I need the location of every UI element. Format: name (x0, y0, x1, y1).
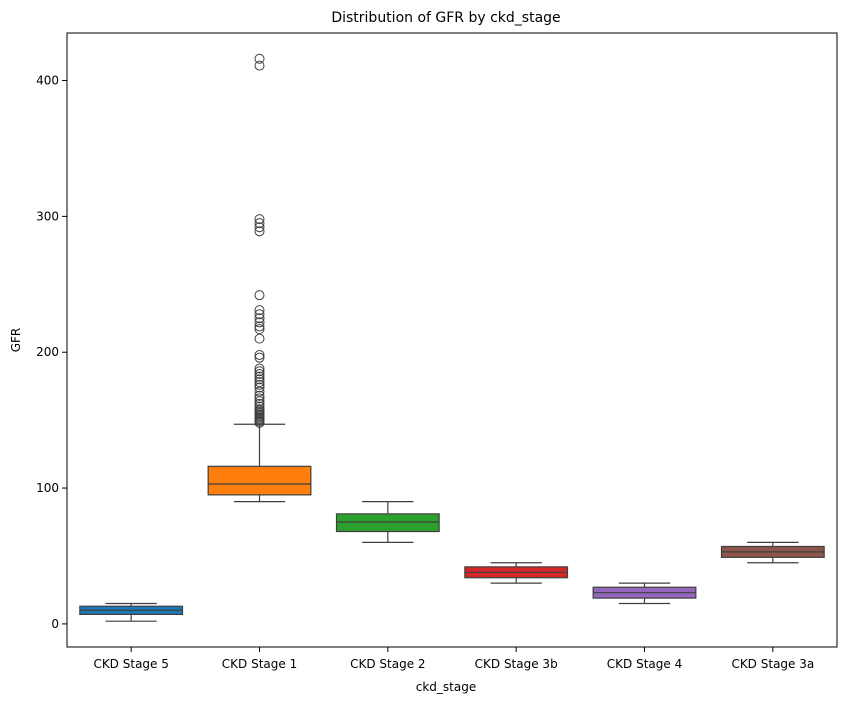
box-ckd-stage-1 (207, 465, 312, 496)
x-tick-label: CKD Stage 4 (607, 657, 682, 671)
y-tick-label: 0 (51, 617, 59, 631)
outlier-point (254, 222, 265, 233)
x-tick-label: CKD Stage 2 (350, 657, 425, 671)
outlier-point (254, 290, 265, 301)
outlier-point (254, 317, 265, 328)
outlier-point (254, 321, 265, 332)
box-ckd-stage-2 (335, 513, 440, 533)
outlier-point (254, 226, 265, 237)
outlier-point (254, 349, 265, 360)
outlier-point (254, 324, 265, 335)
outlier-point (254, 333, 265, 344)
outlier-point (254, 398, 265, 409)
outlier-point (254, 382, 265, 393)
outlier-point (254, 309, 265, 320)
outlier-point (254, 379, 265, 390)
plot-frame (66, 32, 838, 648)
outlier-point (254, 352, 265, 363)
outlier-point (254, 371, 265, 382)
outlier-point (254, 60, 265, 71)
y-tick-label: 200 (36, 345, 59, 359)
outlier-point (254, 396, 265, 407)
outlier-point (254, 368, 265, 379)
outlier-point (254, 53, 265, 64)
y-tick-label: 300 (36, 209, 59, 223)
y-tick-label: 100 (36, 481, 59, 495)
outlier-point (254, 393, 265, 404)
outlier-point (254, 390, 265, 401)
outlier-point (254, 363, 265, 374)
plot-area: 0 100 200 300 400 CKD Stage 5 CKD Stage 1 CKD S… (36, 53, 825, 671)
x-tick-label: CKD Stage 1 (222, 657, 297, 671)
outlier-point (254, 366, 265, 377)
outlier-point (254, 401, 265, 412)
x-tick-label: CKD Stage 5 (93, 657, 168, 671)
x-tick-label: CKD Stage 3a (731, 657, 814, 671)
outlier-point (254, 218, 265, 229)
y-axis-label: GFR (9, 328, 23, 353)
chart-title: Distribution of GFR by ckd_stage (331, 10, 560, 26)
y-tick-label: 400 (36, 74, 59, 88)
x-axis-label: ckd_stage (416, 680, 476, 694)
outlier-point (254, 214, 265, 225)
outlier-point (254, 386, 265, 397)
x-tick-label: CKD Stage 3b (475, 657, 558, 671)
outlier-point (254, 305, 265, 316)
outlier-point (254, 377, 265, 388)
outlier-point (254, 313, 265, 324)
outlier-point (254, 404, 265, 415)
outlier-point (254, 374, 265, 385)
